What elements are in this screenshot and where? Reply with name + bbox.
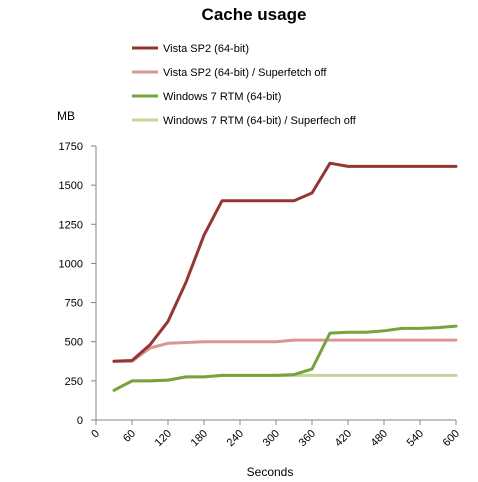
series-line-3 — [112, 373, 458, 392]
x-tick-label: 600 — [441, 428, 462, 449]
series-line-1 — [112, 338, 458, 363]
series-lines — [112, 161, 458, 392]
x-tick-label: 420 — [333, 428, 354, 449]
x-tick-label: 180 — [189, 428, 210, 449]
x-tick-label: 360 — [297, 428, 318, 449]
legend: Vista SP2 (64-bit) Vista SP2 (64-bit) / S… — [132, 43, 357, 127]
x-tick-label: 120 — [153, 428, 174, 449]
x-tick-label: 480 — [369, 428, 390, 449]
x-tick-label: 240 — [225, 428, 246, 449]
x-tick-label: 60 — [121, 428, 138, 445]
x-tick-label: 0 — [89, 428, 102, 441]
y-tick-label: 1000 — [59, 258, 83, 270]
y-tick-label: 1250 — [59, 219, 83, 231]
legend-label-2: Windows 7 RTM (64-bit) — [163, 91, 281, 103]
y-tick-label: 750 — [65, 298, 83, 310]
y-axis-label: MB — [57, 109, 75, 123]
x-tick-label: 300 — [261, 428, 282, 449]
x-axis-ticks: 0 60 120 180 240 300 360 420 480 540 600 — [89, 420, 462, 449]
series-line-2 — [112, 324, 458, 392]
legend-label-1: Vista SP2 (64-bit) / Superfetch off — [163, 67, 327, 79]
y-tick-label: 1500 — [59, 180, 83, 192]
y-tick-label: 250 — [65, 376, 83, 388]
y-tick-label: 500 — [65, 337, 83, 349]
series-line-0 — [112, 161, 458, 363]
legend-label-3: Windows 7 RTM (64-bit) / Superfech off — [163, 115, 357, 127]
x-axis-label: Seconds — [247, 465, 294, 479]
chart-title: Cache usage — [202, 5, 307, 24]
x-tick-label: 540 — [405, 428, 426, 449]
y-axis-ticks: 0 250 500 750 1000 1250 1500 1750 — [59, 141, 96, 427]
y-tick-label: 0 — [77, 415, 83, 427]
legend-label-0: Vista SP2 (64-bit) — [163, 43, 249, 55]
y-tick-label: 1750 — [59, 141, 83, 153]
